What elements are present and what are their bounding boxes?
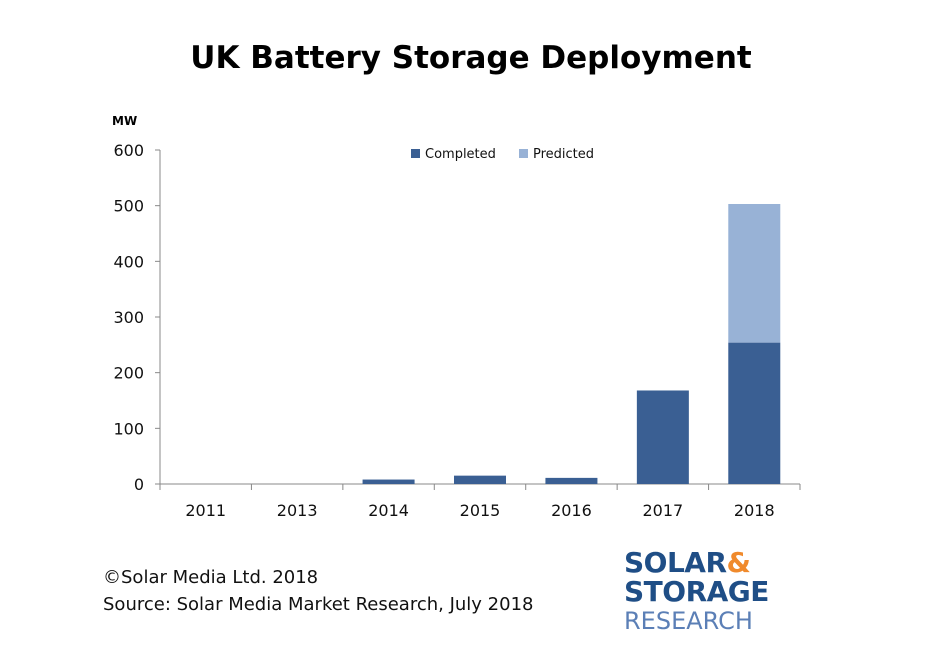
- y-tick-label: 200: [113, 364, 144, 383]
- bar-completed-2017: [636, 390, 689, 484]
- x-tick-label: 2014: [368, 501, 409, 520]
- x-tick-label: 2011: [185, 501, 226, 520]
- bar-predicted-2018: [728, 203, 781, 343]
- logo-solar-text: SOLAR: [624, 546, 727, 579]
- x-tick-label: 2017: [642, 501, 683, 520]
- legend-swatch-predicted: [519, 149, 528, 158]
- logo-storage-text: STORAGE: [624, 575, 769, 608]
- x-tick-label: 2016: [551, 501, 592, 520]
- y-tick-label: 0: [134, 475, 144, 494]
- copyright-text: ©Solar Media Ltd. 2018: [103, 567, 319, 588]
- legend-label-completed: Completed: [425, 147, 496, 162]
- x-tick-label: 2015: [460, 501, 501, 520]
- bar-completed-2016: [545, 477, 598, 484]
- solar-storage-research-logo: SOLAR& STORAGE RESEARCH: [624, 545, 794, 640]
- bar-completed-2018: [728, 342, 781, 484]
- y-tick-labels: 0 100 200 300 400 500 600: [113, 141, 144, 494]
- y-tick-label: 500: [113, 197, 144, 216]
- y-tick-label: 300: [113, 308, 144, 327]
- logo-ampersand: &: [726, 546, 751, 579]
- x-tick-labels: 2011 2013 2014 2015 2016 2017 2018: [185, 501, 774, 520]
- chart-title: UK Battery Storage Deployment: [190, 40, 752, 76]
- bar-completed-2014: [362, 479, 415, 484]
- legend: Completed Predicted: [411, 147, 594, 162]
- y-tick-label: 400: [113, 252, 144, 271]
- legend-label-predicted: Predicted: [533, 147, 594, 162]
- bar-completed-2015: [454, 475, 506, 484]
- x-tick-label: 2013: [277, 501, 318, 520]
- logo-research-text: RESEARCH: [624, 607, 753, 635]
- x-tick-label: 2018: [734, 501, 775, 520]
- axes: [155, 149, 801, 490]
- y-tick-label: 100: [113, 419, 144, 438]
- legend-swatch-completed: [411, 149, 420, 158]
- source-text: Source: Solar Media Market Research, Jul…: [103, 594, 534, 615]
- y-axis-unit-label: MW: [112, 114, 137, 128]
- y-tick-label: 600: [113, 141, 144, 160]
- bars-group: [362, 203, 781, 484]
